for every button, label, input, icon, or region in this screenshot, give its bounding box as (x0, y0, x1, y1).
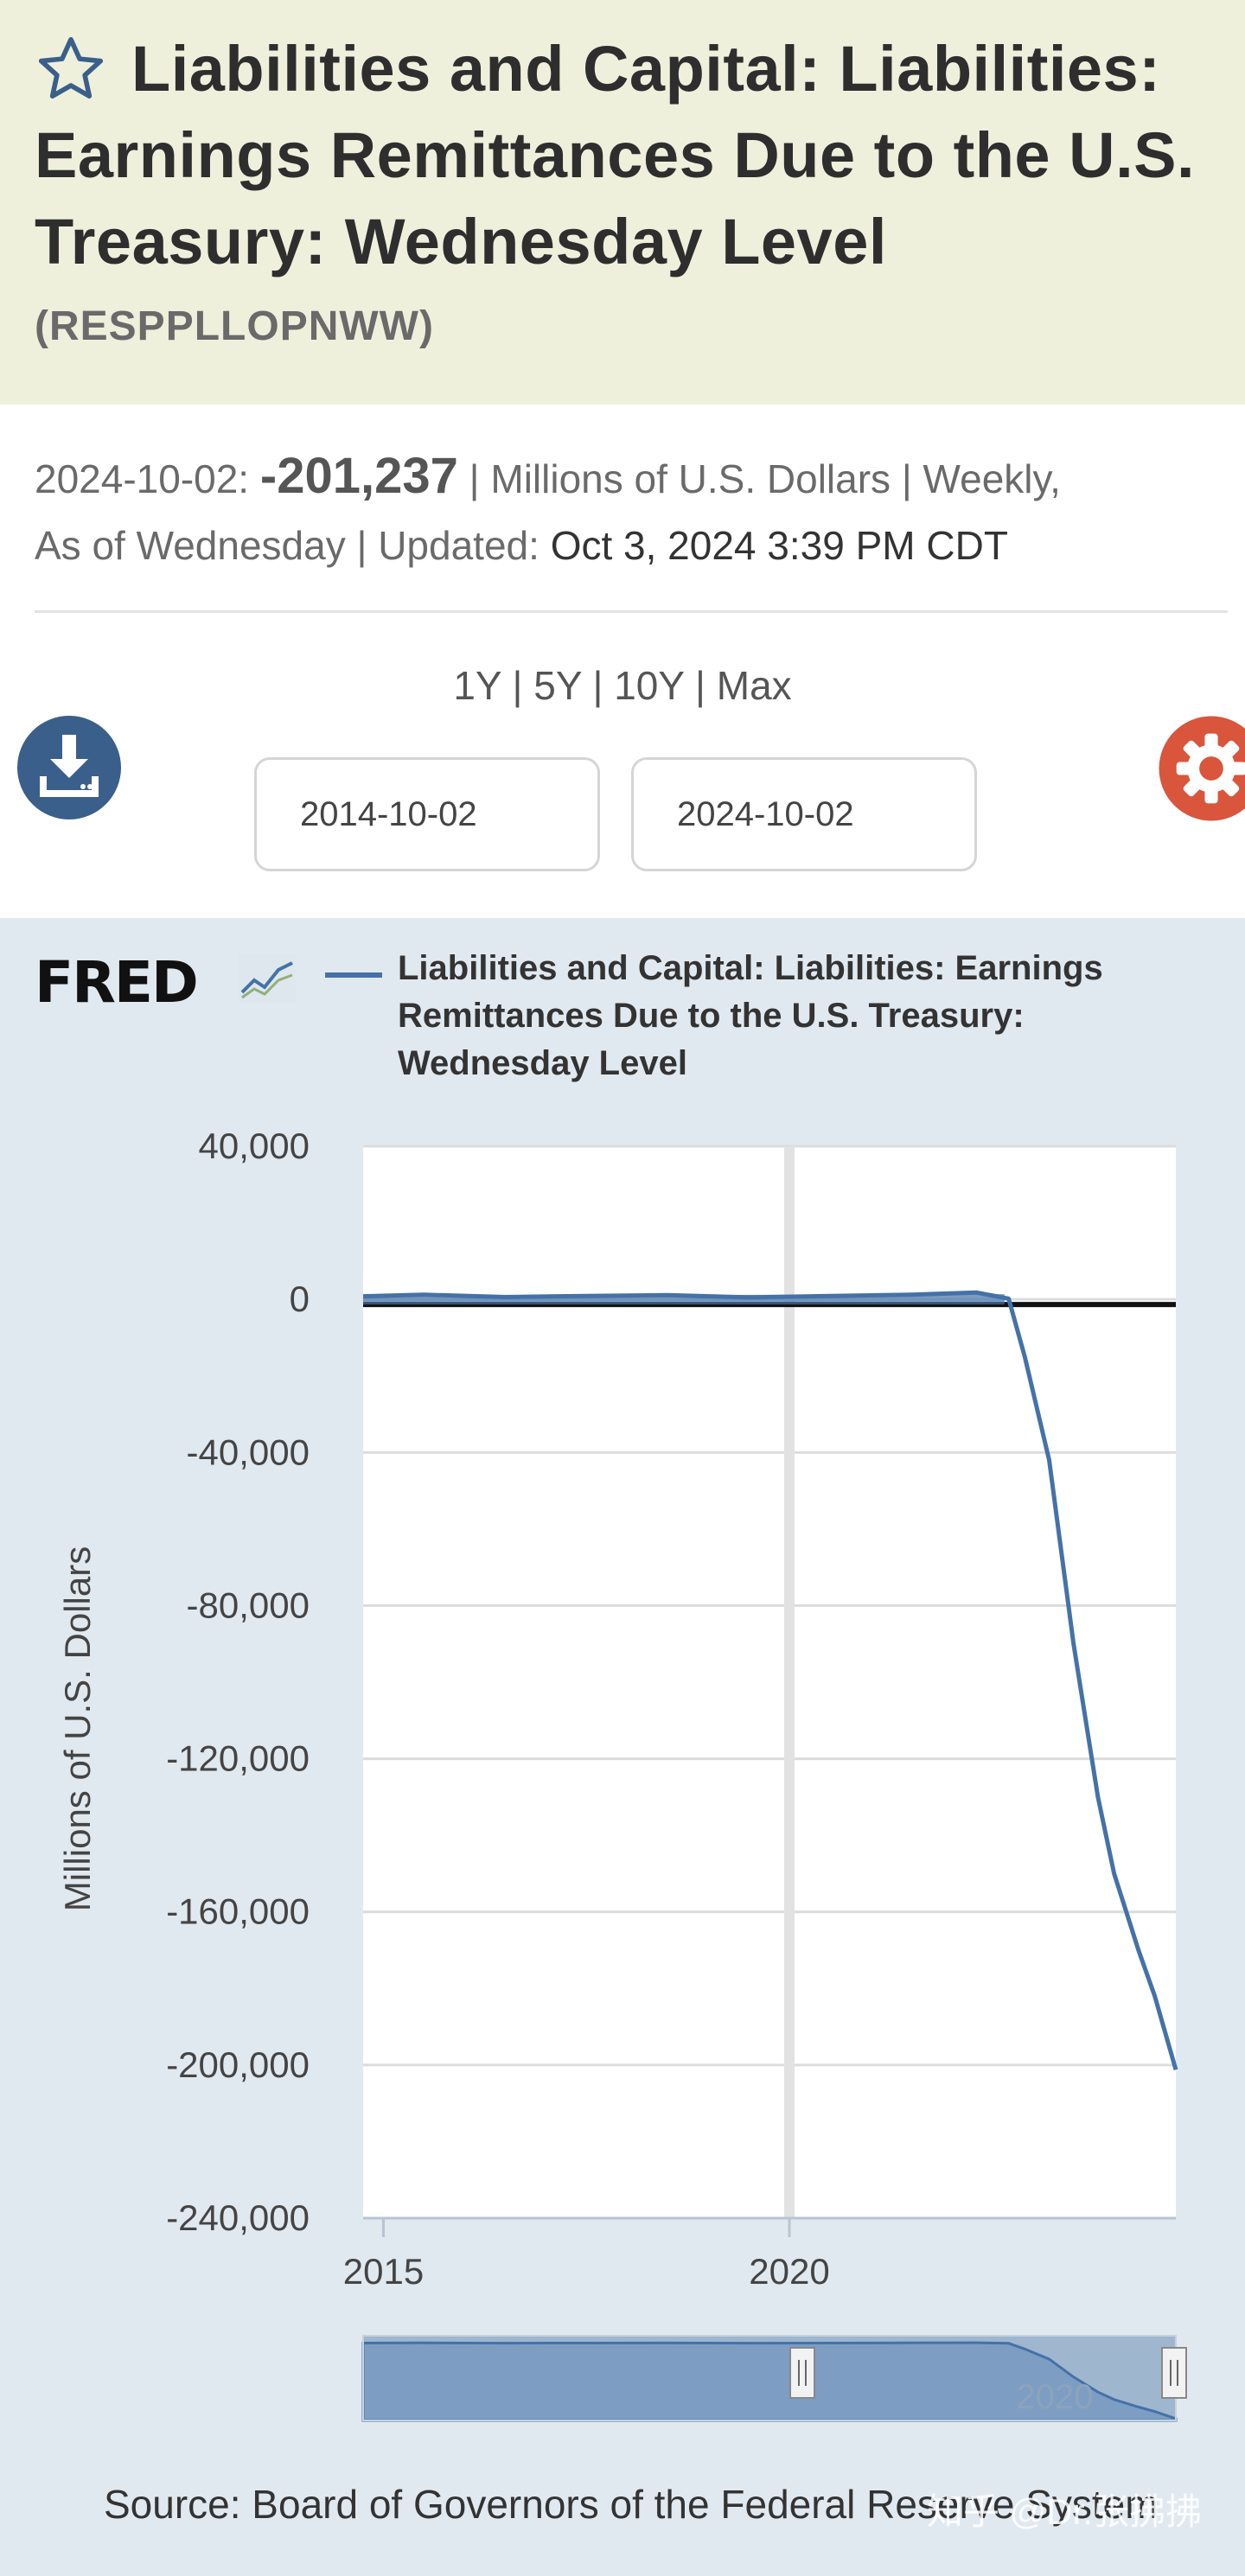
download-button[interactable] (17, 716, 121, 819)
chart-panel (0, 918, 1245, 2576)
series-id: (RESPPLLOPNWW) (35, 303, 434, 349)
range-max[interactable]: Max (716, 663, 792, 708)
page-title: Liabilities and Capital: Liabilities: Ea… (35, 33, 1196, 277)
observation-value: -201,237 (259, 448, 458, 504)
range-5y[interactable]: 5Y (533, 663, 582, 708)
divider (35, 610, 1228, 613)
observation-date: 2024-10-02: (35, 456, 250, 501)
y-axis-label: Millions of U.S. Dollars (57, 1546, 98, 1912)
gear-icon[interactable] (1157, 714, 1245, 823)
legend-swatch (325, 972, 382, 978)
range-selector: 1Y | 5Y | 10Y | Max (453, 663, 792, 708)
star-icon[interactable] (35, 33, 107, 105)
range-10y[interactable]: 10Y (614, 663, 685, 708)
series-header (0, 0, 1245, 405)
download-icon (40, 735, 99, 797)
frequency-text: As of Wednesday | Updated: (35, 523, 540, 568)
legend-label: Liabilities and Capital: Liabilities: Ea… (398, 949, 1103, 1082)
range-1y[interactable]: 1Y (453, 663, 501, 708)
fred-logo: FRED (35, 949, 199, 1016)
source-note: Source: Board of Governors of the Federa… (104, 2482, 1159, 2527)
updated-text: Oct 3, 2024 3:39 PM CDT (550, 523, 1008, 568)
fred-logo-chart-icon (239, 954, 296, 1003)
units-text: | Millions of U.S. Dollars | Weekly, (469, 456, 1061, 501)
series-meta: 2024-10-02: -201,237 | Millions of U.S. … (35, 443, 1210, 579)
start-date-input[interactable]: 2014-10-02 (254, 757, 600, 871)
end-date-input[interactable]: 2024-10-02 (631, 757, 977, 871)
watermark: 知乎 @Dr.张拂拂 (927, 2491, 1202, 2532)
